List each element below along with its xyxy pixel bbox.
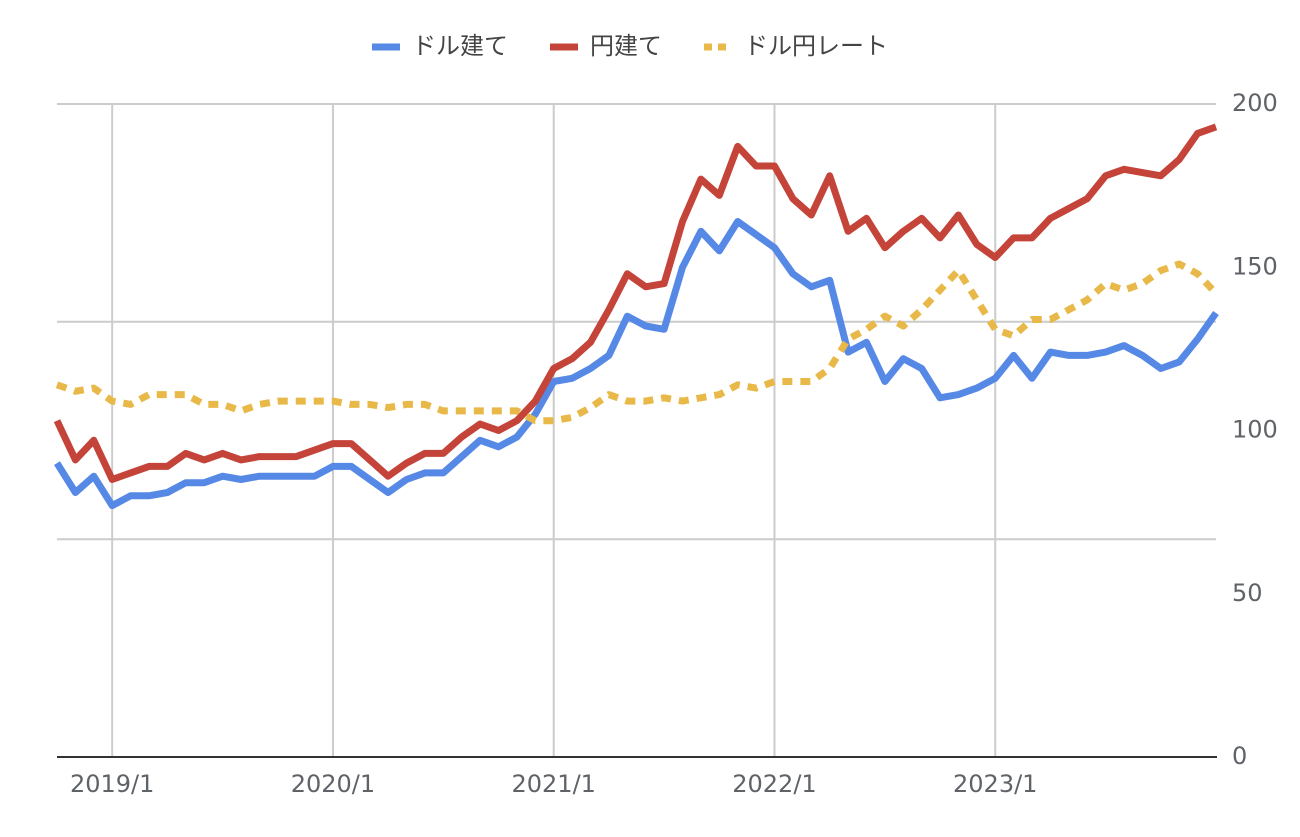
legend-label: ドル建て [412, 32, 508, 60]
series-line [55, 260, 1219, 425]
legend: ドル建て 円建て ドル円レート [372, 32, 888, 60]
series-line [54, 218, 1219, 510]
legend-label: ドル円レート [744, 32, 888, 60]
x-tick-label: 2022/1 [732, 770, 816, 798]
y-tick-label: 50 [1232, 579, 1263, 607]
y-tick-label: 150 [1232, 252, 1278, 280]
y-tick-label: 100 [1232, 416, 1278, 444]
x-tick-label: 2019/1 [70, 770, 154, 798]
y-tick-label: 0 [1232, 742, 1247, 770]
y-tick-label: 200 [1232, 89, 1278, 117]
x-tick-label: 2021/1 [511, 770, 595, 798]
legend-label: 円建て [590, 32, 662, 60]
x-tick-label: 2023/1 [953, 770, 1037, 798]
x-tick-label: 2020/1 [291, 770, 375, 798]
series-line [53, 123, 1218, 483]
